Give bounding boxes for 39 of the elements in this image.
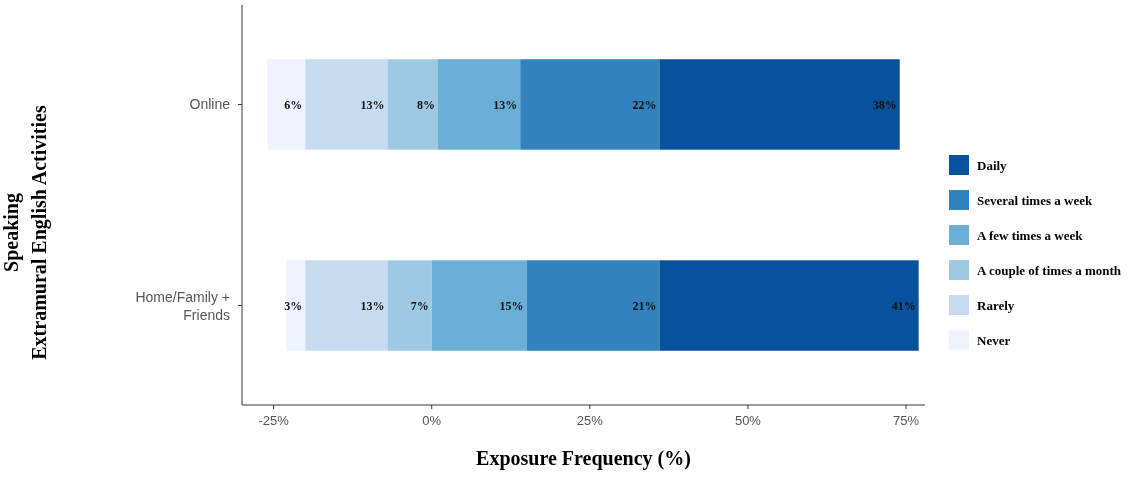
legend-label: A couple of times a month [977, 263, 1122, 279]
x-tick-label: -25% [258, 413, 290, 428]
bar [267, 59, 306, 150]
y-axis-title: Speaking Extramural English Activities [0, 105, 51, 360]
legend-label: Several times a week [977, 193, 1093, 209]
bar [526, 260, 660, 351]
bar [305, 260, 388, 351]
data-label: 15% [499, 298, 524, 313]
bar [659, 260, 919, 351]
data-label: 13% [493, 97, 518, 112]
legend-label: Never [977, 333, 1011, 349]
legend-label: Daily [977, 158, 1008, 174]
data-label: 8% [417, 97, 436, 112]
x-axis-title: Exposure Frequency (%) [476, 447, 691, 470]
bar [431, 260, 527, 351]
data-label: 38% [872, 97, 897, 112]
legend-label: Rarely [977, 298, 1015, 314]
bar [520, 59, 660, 150]
data-label: 41% [891, 298, 916, 313]
data-label: 13% [360, 97, 385, 112]
bar [387, 59, 439, 150]
data-label: 6% [284, 97, 303, 112]
data-label: 7% [410, 298, 429, 313]
bar [286, 260, 306, 351]
legend-label: A few times a week [977, 228, 1084, 244]
data-label: 21% [632, 298, 657, 313]
bar [438, 59, 521, 150]
data-label: 22% [632, 97, 657, 112]
y-tick-label: Home/Family + Friends [135, 289, 230, 324]
x-tick-label: 0% [422, 413, 442, 428]
x-tick-label: 75% [893, 413, 920, 428]
bar [305, 59, 388, 150]
y-tick-label: Online [189, 96, 231, 113]
bar [659, 59, 900, 150]
bar [387, 260, 432, 351]
data-label: 3% [284, 298, 303, 313]
x-tick-label: 25% [576, 413, 604, 428]
x-tick-label: 50% [734, 413, 762, 428]
data-label: 13% [360, 298, 385, 313]
